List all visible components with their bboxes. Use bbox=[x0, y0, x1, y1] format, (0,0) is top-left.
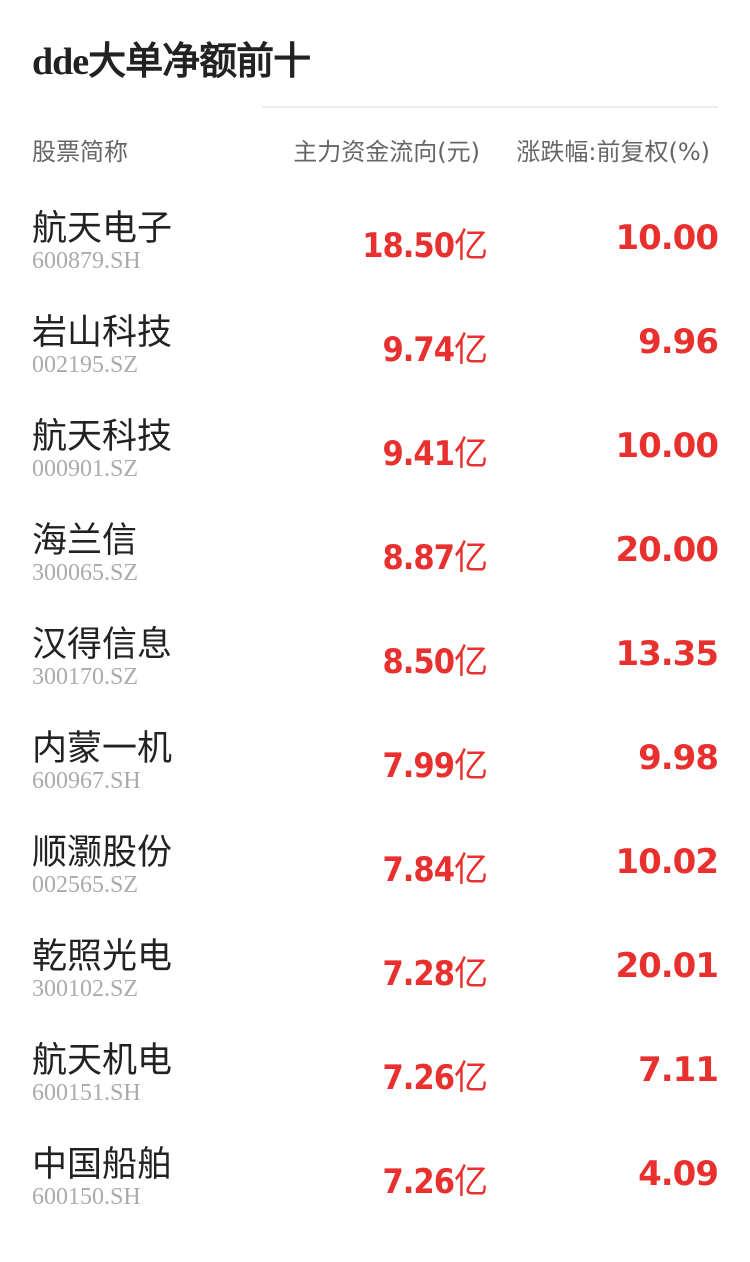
stock-name[interactable]: 顺灏股份 bbox=[32, 833, 173, 873]
price-change: 10.00 bbox=[615, 426, 719, 466]
main-fund-flow: 9.74亿 bbox=[382, 322, 488, 371]
flow-value: 9.74 bbox=[382, 330, 455, 370]
flow-value: 7.26 bbox=[382, 1162, 455, 1202]
main-fund-flow: 8.50亿 bbox=[382, 634, 488, 683]
stock-code: 600151.SH bbox=[32, 1080, 141, 1106]
price-change: 7.11 bbox=[638, 1050, 719, 1090]
flow-unit: 亿 bbox=[454, 954, 488, 994]
stock-name[interactable]: 内蒙一机 bbox=[32, 729, 173, 769]
stock-name[interactable]: 航天机电 bbox=[32, 1041, 173, 1081]
main-fund-flow: 8.87亿 bbox=[382, 530, 488, 579]
price-change: 20.00 bbox=[615, 530, 719, 570]
flow-value: 8.50 bbox=[382, 642, 455, 682]
stock-name[interactable]: 航天科技 bbox=[32, 417, 173, 457]
table-row[interactable]: 航天电子 600879.SH 18.50亿 10.00 bbox=[0, 190, 750, 294]
stock-name[interactable]: 海兰信 bbox=[32, 521, 138, 561]
stock-code: 300170.SZ bbox=[32, 664, 139, 690]
stock-table: 航天电子 600879.SH 18.50亿 10.00 岩山科技 002195.S… bbox=[0, 190, 750, 1230]
flow-value: 7.99 bbox=[382, 746, 455, 786]
flow-unit: 亿 bbox=[454, 850, 488, 890]
main-fund-flow: 9.41亿 bbox=[382, 426, 488, 475]
flow-unit: 亿 bbox=[454, 1162, 488, 1202]
price-change: 13.35 bbox=[615, 634, 719, 674]
flow-unit: 亿 bbox=[454, 746, 488, 786]
main-fund-flow: 7.99亿 bbox=[382, 738, 488, 787]
stock-code: 600967.SH bbox=[32, 768, 141, 794]
table-row[interactable]: 岩山科技 002195.SZ 9.74亿 9.96 bbox=[0, 294, 750, 398]
stock-name[interactable]: 岩山科技 bbox=[32, 313, 173, 353]
main-fund-flow: 7.28亿 bbox=[382, 946, 488, 995]
price-change: 10.00 bbox=[615, 218, 719, 258]
flow-value: 7.28 bbox=[382, 954, 455, 994]
price-change: 4.09 bbox=[638, 1154, 719, 1194]
flow-unit: 亿 bbox=[454, 1058, 488, 1098]
stock-name[interactable]: 汉得信息 bbox=[32, 625, 173, 665]
main-fund-flow: 7.26亿 bbox=[382, 1050, 488, 1099]
main-fund-flow: 7.26亿 bbox=[382, 1154, 488, 1203]
flow-unit: 亿 bbox=[454, 642, 488, 682]
table-row[interactable]: 内蒙一机 600967.SH 7.99亿 9.98 bbox=[0, 710, 750, 814]
stock-name[interactable]: 航天电子 bbox=[32, 209, 173, 249]
column-header-change[interactable]: 涨跌幅:前复权(%) bbox=[516, 138, 710, 166]
price-change: 9.98 bbox=[638, 738, 719, 778]
flow-value: 8.87 bbox=[382, 538, 455, 578]
stock-name[interactable]: 中国船舶 bbox=[32, 1145, 173, 1185]
price-change: 9.96 bbox=[638, 322, 719, 362]
main-fund-flow: 18.50亿 bbox=[362, 218, 488, 267]
column-header-flow[interactable]: 主力资金流向(元) bbox=[293, 138, 480, 166]
flow-value: 7.26 bbox=[382, 1058, 455, 1098]
stock-code: 600879.SH bbox=[32, 248, 141, 274]
stock-code: 600150.SH bbox=[32, 1184, 141, 1210]
flow-value: 9.41 bbox=[382, 434, 455, 474]
table-row[interactable]: 乾照光电 300102.SZ 7.28亿 20.01 bbox=[0, 918, 750, 1022]
table-row[interactable]: 航天科技 000901.SZ 9.41亿 10.00 bbox=[0, 398, 750, 502]
page-title: dde大单净额前十 bbox=[32, 41, 311, 83]
table-row[interactable]: 汉得信息 300170.SZ 8.50亿 13.35 bbox=[0, 606, 750, 710]
stock-code: 000901.SZ bbox=[32, 456, 139, 482]
table-row[interactable]: 航天机电 600151.SH 7.26亿 7.11 bbox=[0, 1022, 750, 1126]
price-change: 20.01 bbox=[615, 946, 719, 986]
flow-unit: 亿 bbox=[454, 538, 488, 578]
flow-unit: 亿 bbox=[454, 330, 488, 370]
column-header-name: 股票简称 bbox=[32, 138, 128, 166]
stock-code: 300065.SZ bbox=[32, 560, 139, 586]
flow-value: 7.84 bbox=[382, 850, 455, 890]
stock-name[interactable]: 乾照光电 bbox=[32, 937, 173, 977]
stock-code: 002565.SZ bbox=[32, 872, 139, 898]
stock-code: 002195.SZ bbox=[32, 352, 139, 378]
flow-value: 18.50 bbox=[362, 226, 455, 266]
table-row[interactable]: 海兰信 300065.SZ 8.87亿 20.00 bbox=[0, 502, 750, 606]
table-row[interactable]: 顺灏股份 002565.SZ 7.84亿 10.02 bbox=[0, 814, 750, 918]
divider bbox=[262, 106, 718, 108]
price-change: 10.02 bbox=[615, 842, 719, 882]
flow-unit: 亿 bbox=[454, 226, 488, 266]
stock-code: 300102.SZ bbox=[32, 976, 139, 1002]
main-fund-flow: 7.84亿 bbox=[382, 842, 488, 891]
table-row[interactable]: 中国船舶 600150.SH 7.26亿 4.09 bbox=[0, 1126, 750, 1230]
flow-unit: 亿 bbox=[454, 434, 488, 474]
